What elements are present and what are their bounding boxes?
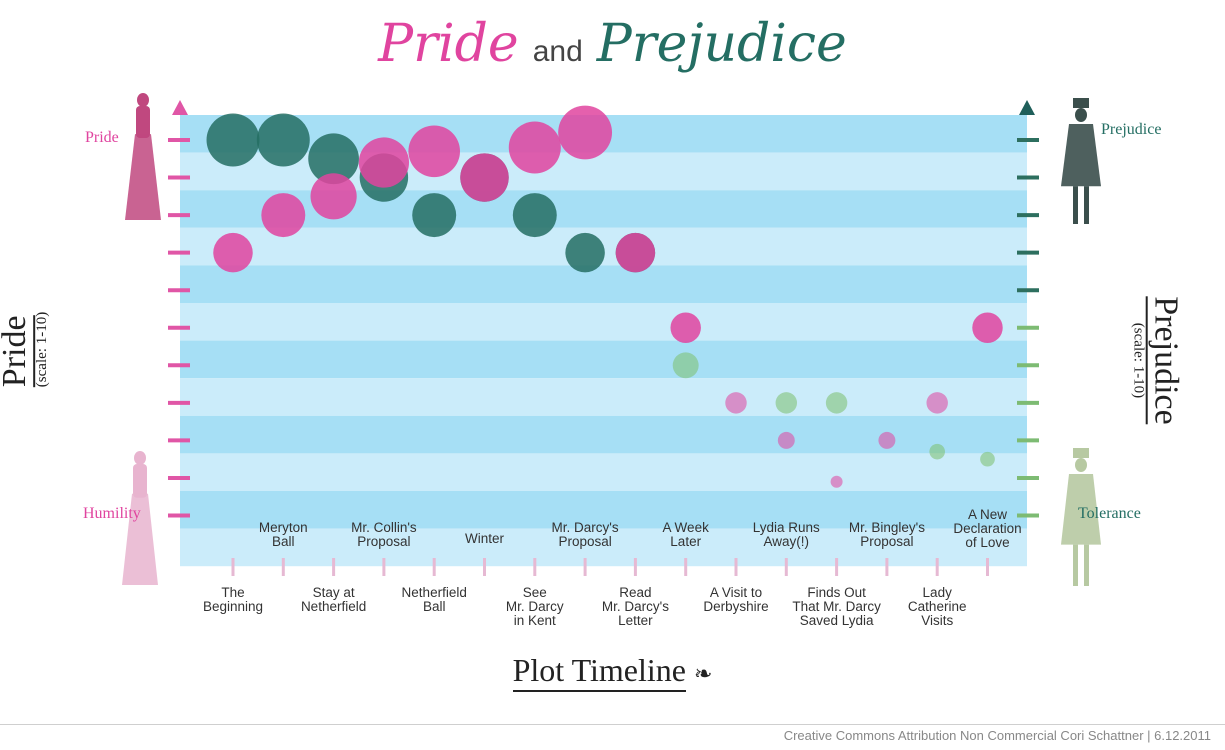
- right-axis-subtitle: (scale: 1-10): [1130, 322, 1147, 399]
- gentleman-figure-tolerance: [1061, 448, 1101, 586]
- x-tick-label: See Mr. Darcy in Kent: [506, 585, 564, 628]
- character-figures: [122, 93, 1101, 586]
- x-tick-label: A New Declaration of Love: [953, 507, 1021, 550]
- pride-point: [508, 121, 561, 174]
- right-bottom-label: Tolerance: [1078, 505, 1141, 522]
- pride-point: [830, 475, 843, 488]
- title-prejudice: Prejudice: [596, 14, 847, 74]
- band: [180, 491, 1027, 529]
- pride-point: [558, 105, 613, 160]
- gentleman-figure-prejudice: [1061, 98, 1101, 224]
- pride-point: [615, 232, 656, 273]
- left-axis-title-text: Pride: [0, 315, 36, 388]
- band: [180, 378, 1027, 416]
- prejudice-point: [825, 392, 848, 414]
- figure-head: [134, 451, 146, 465]
- right-axis-title: Prejudice (scale: 1-10): [1130, 296, 1185, 425]
- figure-coat: [1061, 474, 1101, 545]
- prejudice-point: [980, 451, 995, 467]
- fleuron-icon: ❧: [693, 661, 713, 686]
- chart-title: Pride and Prejudice: [0, 14, 1225, 74]
- left-axis-title: Pride (scale: 1-10): [0, 311, 51, 388]
- pride-point: [310, 173, 357, 220]
- left-bottom-label: Humility: [83, 505, 141, 522]
- prejudice-point: [672, 352, 699, 379]
- pride-point: [213, 232, 253, 273]
- x-tick-label: Winter: [465, 531, 505, 546]
- x-axis-title: Plot Timeline ❧: [0, 652, 1225, 692]
- x-tick-label: Read Mr. Darcy's Letter: [602, 585, 669, 628]
- x-tick-label: The Beginning: [203, 585, 263, 614]
- pride-point: [358, 137, 410, 188]
- pride-point: [261, 193, 306, 238]
- figure-head: [137, 93, 149, 107]
- band: [180, 265, 1027, 303]
- pride-point: [878, 431, 896, 449]
- prejudice-point: [565, 232, 605, 273]
- figure-bodice: [133, 464, 147, 498]
- lady-figure-humility: [122, 451, 158, 585]
- figure-head: [1075, 108, 1087, 122]
- band: [180, 152, 1027, 191]
- x-axis-title-text: Plot Timeline: [512, 652, 686, 692]
- background-bands: [180, 115, 1027, 567]
- x-tick-label: Stay at Netherfield: [301, 585, 366, 614]
- band: [180, 453, 1027, 491]
- footer-credit: Creative Commons Attribution Non Commerc…: [783, 728, 1211, 743]
- prejudice-point: [308, 133, 359, 185]
- pride-point: [725, 392, 747, 414]
- x-tick-labels: The Beginning Meryton Ball Stay at Netherfiel…: [203, 507, 1022, 628]
- figure-dress: [125, 134, 161, 220]
- pride-point: [408, 125, 461, 178]
- left-top-label: Pride: [85, 129, 119, 146]
- right-top-label: Prejudice: [1101, 121, 1162, 138]
- title-pride: Pride: [378, 14, 519, 74]
- figure-leg: [1073, 186, 1078, 224]
- x-tick-label: Netherfield Ball: [402, 585, 467, 614]
- pride-point: [670, 312, 701, 343]
- x-tick-label: Finds Out That Mr. Darcy Saved Lydia: [792, 585, 881, 628]
- pride-point: [460, 153, 509, 202]
- figure-head: [1075, 458, 1087, 472]
- prejudice-point: [929, 443, 945, 460]
- axes: [168, 100, 1039, 576]
- prejudice-point: [775, 392, 798, 414]
- band: [180, 190, 1027, 228]
- band: [180, 415, 1027, 454]
- x-tick-label: Meryton Ball: [259, 520, 308, 549]
- lady-figure-pride: [125, 93, 161, 220]
- figure-dress: [122, 493, 158, 585]
- prejudice-point: [256, 113, 310, 167]
- x-tick-label: A Visit to Derbyshire: [703, 585, 768, 614]
- x-tick-label: Mr. Collin's Proposal: [351, 520, 417, 549]
- band: [180, 340, 1027, 379]
- figure-bodice: [136, 106, 150, 138]
- title-and: and: [532, 35, 583, 68]
- band: [180, 303, 1027, 341]
- x-tick-label: Mr. Bingley's Proposal: [849, 520, 925, 549]
- pride-point: [777, 431, 795, 449]
- x-tick-label: Lady Catherine Visits: [908, 585, 967, 628]
- x-tick-label: Mr. Darcy's Proposal: [552, 520, 619, 549]
- prejudice-point: [206, 113, 260, 167]
- figure-leg: [1073, 544, 1078, 586]
- figure-hat: [1073, 98, 1089, 108]
- x-tick-label: Lydia Runs Away(!): [753, 520, 820, 549]
- footer-divider: [0, 724, 1225, 725]
- figure-leg: [1084, 544, 1089, 586]
- prejudice-point: [512, 193, 557, 238]
- left-axis-subtitle: (scale: 1-10): [34, 311, 51, 388]
- left-axis-arrow: [172, 100, 188, 115]
- pride-point: [972, 312, 1003, 343]
- x-tick-label: A Week Later: [663, 520, 710, 549]
- data-points: [206, 105, 1003, 488]
- right-axis-title-text: Prejudice: [1145, 296, 1185, 425]
- prejudice-point: [412, 193, 457, 238]
- right-axis-arrow: [1019, 100, 1035, 115]
- pride-point: [926, 392, 948, 414]
- figure-coat: [1061, 124, 1101, 187]
- figure-leg: [1084, 186, 1089, 224]
- figure-hat: [1073, 448, 1089, 458]
